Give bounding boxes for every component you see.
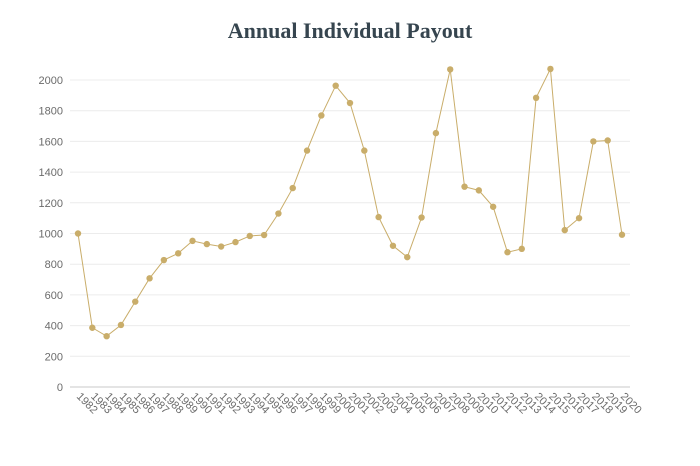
data-point <box>246 232 253 240</box>
data-point <box>575 214 583 222</box>
data-point <box>175 250 182 257</box>
data-point <box>74 230 82 237</box>
data-point <box>132 298 139 305</box>
data-point <box>389 242 397 249</box>
data-point <box>146 275 153 282</box>
data-point <box>604 137 611 144</box>
data-point <box>189 237 196 245</box>
data-point <box>432 129 440 137</box>
data-point <box>590 138 597 145</box>
data-point <box>318 112 325 119</box>
data-point <box>203 240 211 248</box>
data-point <box>561 226 568 234</box>
y-axis-ticks: 0 200 400 600 800 1000 1200 1400 1600 1800 2000 <box>39 75 63 394</box>
data-point <box>532 94 540 102</box>
data-point <box>260 231 268 239</box>
data-point <box>232 238 239 246</box>
data-point <box>489 203 497 210</box>
y-tick-label: 2000 <box>39 75 63 87</box>
data-point <box>346 99 354 107</box>
data-point <box>332 82 339 89</box>
y-tick-label: 0 <box>57 382 63 394</box>
data-point <box>361 147 368 154</box>
y-tick-label: 1600 <box>39 136 63 148</box>
data-point <box>89 324 96 331</box>
data-point <box>303 147 311 154</box>
x-axis-ticks: 1982198319841985198619871988198919901991… <box>74 391 644 417</box>
data-point <box>103 332 110 340</box>
data-point <box>518 245 525 253</box>
y-tick-label: 200 <box>45 351 63 363</box>
y-tick-label: 1200 <box>39 198 63 210</box>
grid-lines <box>70 79 630 388</box>
y-tick-label: 1800 <box>39 106 63 118</box>
data-point <box>447 66 454 73</box>
data-point <box>418 214 425 221</box>
data-point <box>289 184 296 192</box>
data-point <box>217 243 225 250</box>
chart-title: Annual Individual Payout <box>227 18 473 43</box>
data-point <box>160 256 168 264</box>
y-tick-label: 1000 <box>39 229 63 241</box>
y-tick-label: 1400 <box>39 167 63 179</box>
y-tick-label: 800 <box>45 259 63 271</box>
data-point <box>547 65 554 73</box>
y-tick-label: 600 <box>45 290 63 302</box>
data-point <box>275 210 282 217</box>
data-point <box>117 321 125 329</box>
data-point <box>618 231 626 238</box>
data-point <box>375 213 382 221</box>
data-point <box>504 249 511 256</box>
data-point <box>475 187 483 194</box>
data-points <box>74 65 626 340</box>
data-point <box>404 253 411 261</box>
y-tick-label: 400 <box>45 321 63 333</box>
data-point <box>461 183 468 190</box>
